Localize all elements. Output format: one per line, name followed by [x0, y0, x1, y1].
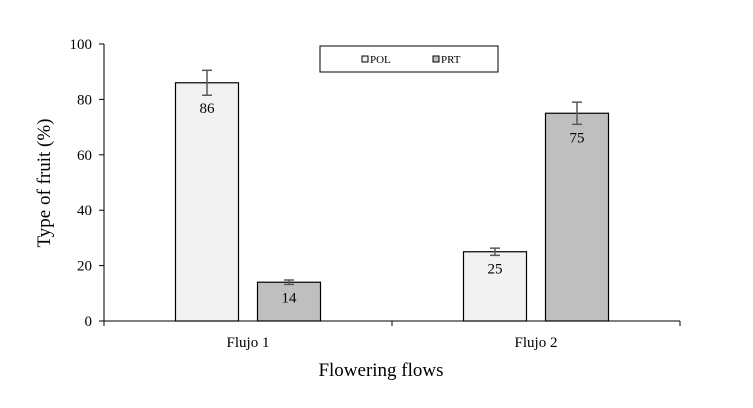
legend-label-pol: POL — [370, 54, 391, 66]
y-tick-label: 100 — [70, 37, 93, 53]
legend-swatch-prt — [432, 55, 440, 63]
data-label-prt-1: 14 — [282, 290, 298, 306]
y-tick-label: 0 — [85, 314, 93, 330]
x-axis: Flujo 1 Flujo 2 — [103, 320, 681, 351]
legend-box — [319, 45, 499, 73]
y-axis: 0 20 40 60 80 100 — [70, 37, 105, 330]
x-axis-title: Flowering flows — [318, 360, 443, 381]
bars — [174, 82, 610, 322]
legend-label-prt: PRT — [441, 54, 461, 66]
y-axis-title: Type of fruit (%) — [34, 119, 55, 248]
bar-prt-1 — [256, 281, 322, 322]
x-tick-label: Flujo 1 — [227, 335, 270, 351]
data-label-prt-2: 75 — [570, 130, 585, 146]
y-tick-label: 60 — [77, 148, 92, 164]
y-tick-label: 40 — [77, 203, 92, 219]
data-labels: 86 14 25 75 — [200, 101, 585, 306]
bar-prt-2 — [544, 112, 610, 322]
bar-pol-1 — [174, 82, 240, 322]
bar-pol-2 — [462, 251, 528, 322]
legend: POL PRT — [319, 45, 499, 73]
error-bars — [202, 69, 582, 286]
data-label-pol-2: 25 — [488, 261, 503, 277]
legend-swatch-pol — [361, 55, 369, 63]
x-tick-label: Flujo 2 — [515, 335, 558, 351]
data-label-pol-1: 86 — [200, 101, 216, 117]
y-tick-label: 80 — [77, 92, 92, 108]
y-tick-label: 20 — [77, 259, 92, 275]
